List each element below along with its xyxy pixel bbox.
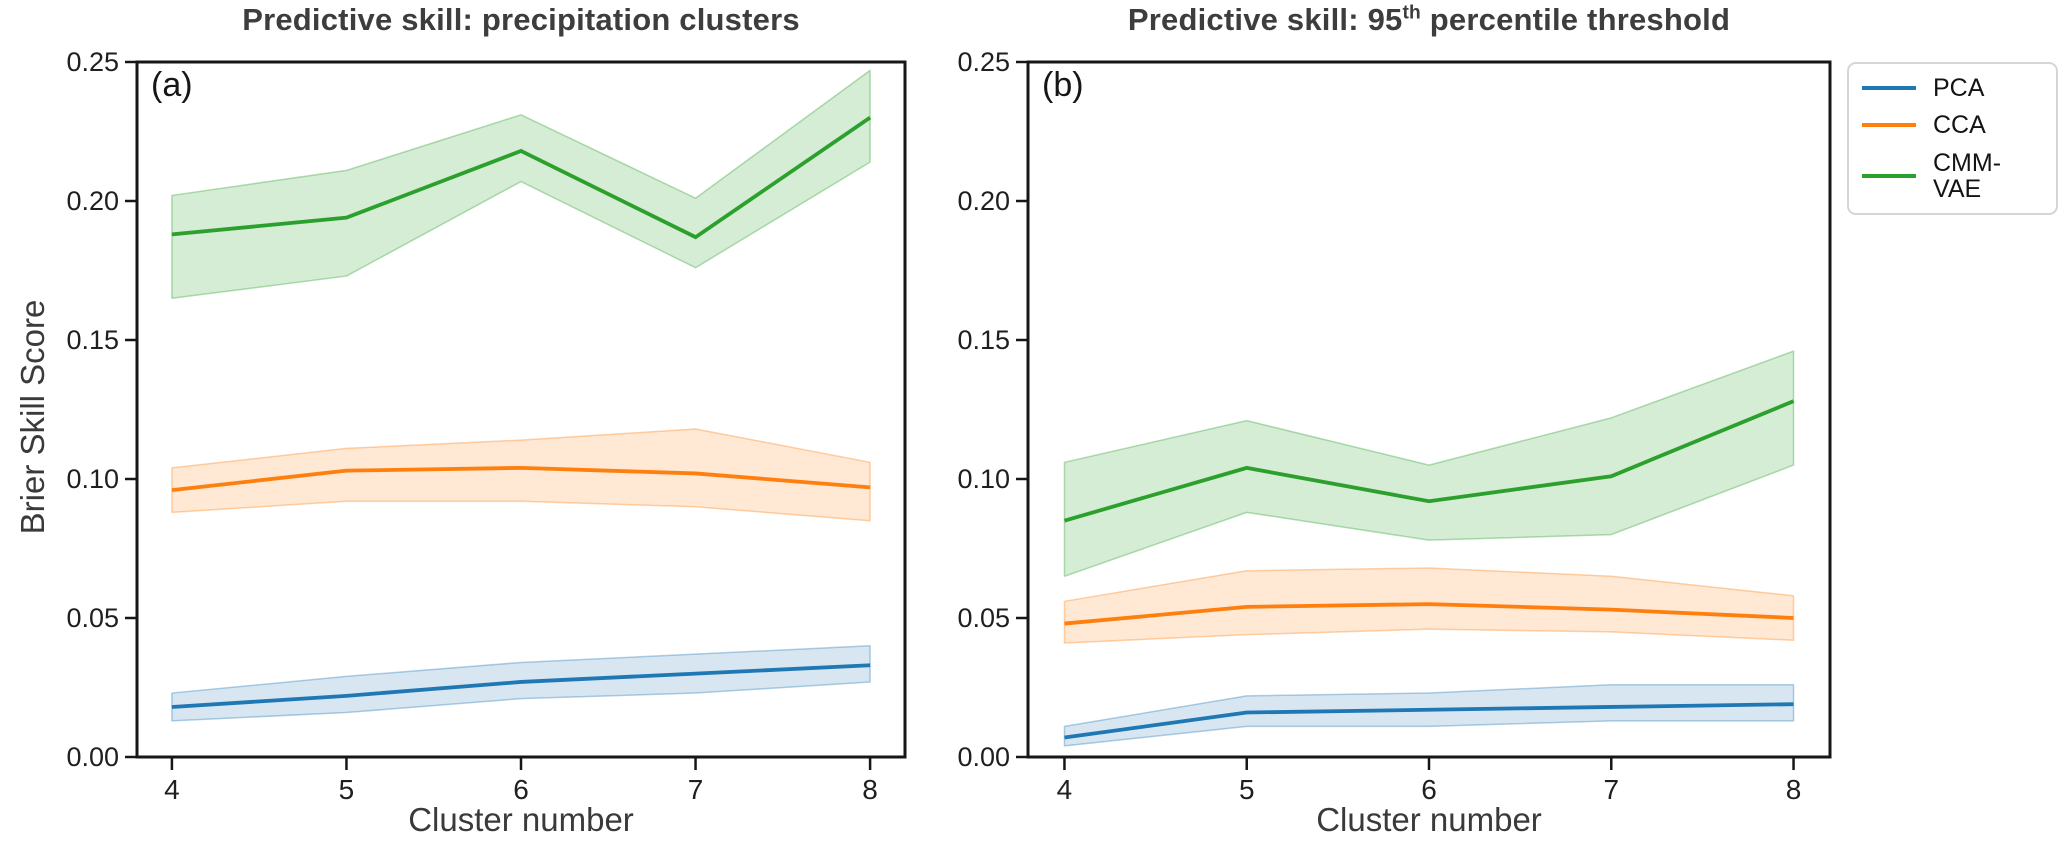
y-tick-label: 0.20 xyxy=(66,186,119,216)
legend: PCA CCA CMM-VAE xyxy=(1847,62,2058,215)
cmm-vae-line xyxy=(1063,399,1795,523)
cmm-vae-confidence-band xyxy=(171,69,871,300)
legend-label-cca: CCA xyxy=(1933,111,1986,140)
panel-b-title-superscript: th xyxy=(1402,2,1421,24)
panel-b-title-pre: Predictive skill: 95 xyxy=(1127,2,1403,37)
x-tick-label: 8 xyxy=(1786,774,1802,805)
panel-b-letter: (b) xyxy=(1042,66,1084,104)
legend-item-cca: CCA xyxy=(1862,111,2043,140)
cca-line xyxy=(171,465,871,493)
x-tick-label: 4 xyxy=(164,774,180,805)
panel-b-axes-frame xyxy=(1026,60,1832,759)
y-tick-label: 0.05 xyxy=(957,603,1010,633)
y-tick-label: 0.15 xyxy=(66,325,119,355)
panel-a-axes-frame xyxy=(135,60,907,759)
panel-a-chart: 0.00 0.05 0.10 0.15 0.20 0.25 4 5 6 7 8 xyxy=(66,47,907,805)
y-tick-label: 0.00 xyxy=(66,742,119,772)
y-tick-label: 0.10 xyxy=(957,464,1010,494)
x-tick-label: 5 xyxy=(1239,774,1255,805)
y-tick-label: 0.20 xyxy=(957,186,1010,216)
cca-confidence-band xyxy=(171,428,871,522)
x-tick-label: 7 xyxy=(688,774,704,805)
y-axis-label: Brier Skill Score xyxy=(14,299,51,535)
x-tick-label: 6 xyxy=(513,774,529,805)
pca-line xyxy=(171,663,871,709)
cmm-vae-line-swatch xyxy=(1862,173,1916,178)
pca-line xyxy=(1064,702,1794,740)
pca-confidence-band xyxy=(1063,683,1795,747)
panel-a-letter: (a) xyxy=(151,66,193,104)
x-tick-label: 5 xyxy=(339,774,355,805)
x-tick-label: 8 xyxy=(862,774,878,805)
legend-item-pca: PCA xyxy=(1862,75,2043,101)
x-tick-label: 6 xyxy=(1421,774,1437,805)
panel-a-xaxis-label: Cluster number xyxy=(408,801,634,838)
y-tick-label: 0.25 xyxy=(957,47,1010,77)
y-tick-label: 0.15 xyxy=(957,325,1010,355)
legend-label-cmm-vae: CMM-VAE xyxy=(1933,148,2002,203)
cca-line xyxy=(1064,602,1794,626)
legend-label-pca: PCA xyxy=(1933,74,1985,102)
panel-a-title: Predictive skill: precipitation clusters xyxy=(242,2,800,37)
legend-item-cmm-vae: CMM-VAE xyxy=(1862,148,2043,203)
y-tick-label: 0.25 xyxy=(66,47,119,77)
y-tick-label: 0.10 xyxy=(66,464,119,494)
y-tick-label: 0.05 xyxy=(66,603,119,633)
y-tick-label: 0.00 xyxy=(957,742,1010,772)
cmm-vae-confidence-band xyxy=(1063,350,1795,578)
x-tick-label: 7 xyxy=(1603,774,1619,805)
panel-b-title: Predictive skill: 95th percentile thresh… xyxy=(1028,2,1830,38)
cca-line-swatch xyxy=(1862,123,1916,128)
cmm-vae-line xyxy=(171,116,872,240)
panel-b-chart: 0.00 0.05 0.10 0.15 0.20 0.25 4 5 6 7 8 xyxy=(957,47,1832,805)
pca-line-swatch xyxy=(1862,86,1916,91)
panel-b-title-post: percentile threshold xyxy=(1420,2,1731,37)
panel-b-xaxis-label: Cluster number xyxy=(1316,801,1542,838)
x-tick-label: 4 xyxy=(1057,774,1073,805)
